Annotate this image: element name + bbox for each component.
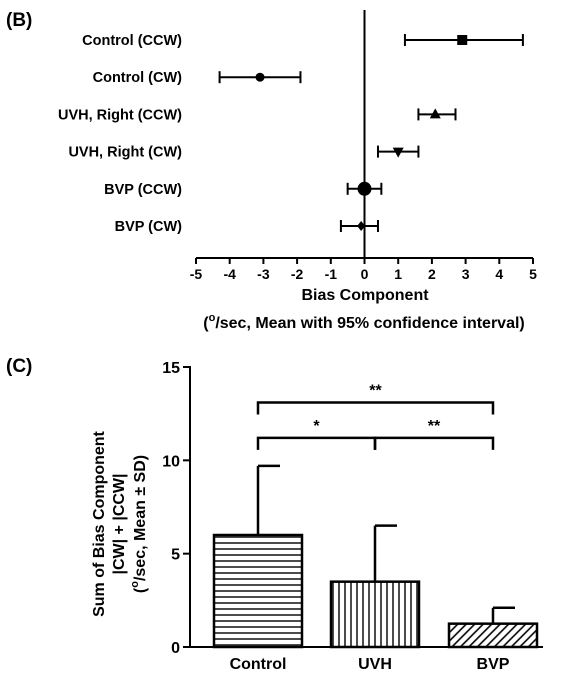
- bar-y-axis-label-line1: Sum of Bias Component: [91, 430, 108, 616]
- forest-point: [457, 35, 468, 45]
- bar-chart-panel-c: (C) Sum of Bias Component |CW| + |CCW| (…: [6, 356, 543, 673]
- bar-y-axis-label-line3: (o/sec, Mean ± SD): [129, 455, 149, 593]
- forest-x-axis: -5 -4 -3 -2 -1 0 1 2 3 4 5: [190, 10, 537, 282]
- forest-row-label: UVH, Right (CW): [68, 145, 182, 161]
- bar-x-tick-label: UVH: [358, 656, 392, 673]
- panel-c-label: (C): [6, 356, 32, 377]
- forest-x-tick-label: -1: [325, 266, 338, 282]
- forest-row-label: Control (CCW): [82, 33, 182, 49]
- forest-x-tick-label: -3: [257, 266, 270, 282]
- forest-point: [255, 72, 265, 82]
- significance-bracket: *: [256, 418, 377, 450]
- bar: [212, 533, 304, 649]
- forest-rows: Control (CCW) Control (CW) UVH, Right (CCW…: [58, 33, 524, 235]
- forest-point: [429, 108, 441, 119]
- bar-x-tick-label: Control: [230, 656, 287, 673]
- bar: [329, 580, 421, 649]
- bar-y-tick-label: 15: [162, 360, 180, 377]
- forest-x-axis-label: Bias Component: [301, 287, 429, 304]
- bar-y-axis-label-line2: |CW| + |CCW|: [111, 473, 128, 574]
- forest-x-tick-label: -2: [291, 266, 304, 282]
- bar: [447, 622, 539, 649]
- significance-bracket: **: [373, 418, 495, 450]
- forest-x-tick-label: -4: [223, 266, 236, 282]
- significance-label: **: [428, 418, 441, 435]
- significance-label: **: [369, 382, 382, 399]
- bar-y-tick-label: 0: [171, 640, 180, 657]
- forest-row-label: BVP (CW): [115, 219, 183, 235]
- bar-y-tick-label: 10: [162, 453, 180, 470]
- panel-b-label: (B): [6, 10, 32, 31]
- forest-row-label: UVH, Right (CCW): [58, 107, 182, 123]
- bar-series: [212, 464, 539, 649]
- forest-point: [357, 221, 366, 231]
- significance-bracket-line: [256, 436, 377, 450]
- significance-bracket: **: [256, 382, 495, 415]
- forest-row-label: Control (CW): [93, 70, 183, 86]
- forest-x-axis-sublabel: (o/sec, Mean with 95% confidence interva…: [203, 312, 525, 332]
- forest-x-tick-label: 5: [529, 266, 537, 282]
- forest-x-tick-label: -5: [190, 266, 203, 282]
- significance-bracket-line: [256, 401, 495, 415]
- forest-x-tick-label: 3: [462, 266, 470, 282]
- bar-y-tick-label: 5: [171, 547, 180, 564]
- forest-plot-panel-b: (B) Control (CCW) Control (CW) UVH, Right …: [6, 10, 537, 332]
- forest-x-tick-label: 2: [428, 266, 436, 282]
- forest-row-label: BVP (CCW): [104, 182, 182, 198]
- forest-x-tick-label: 4: [495, 266, 503, 282]
- significance-brackets: *** **: [256, 382, 495, 450]
- forest-x-tick-label: 1: [394, 266, 402, 282]
- bar-x-tick-label: BVP: [477, 656, 510, 673]
- significance-label: *: [313, 418, 320, 435]
- significance-bracket-line: [373, 436, 495, 450]
- forest-x-tick-label: 0: [361, 266, 369, 282]
- forest-point: [392, 147, 404, 158]
